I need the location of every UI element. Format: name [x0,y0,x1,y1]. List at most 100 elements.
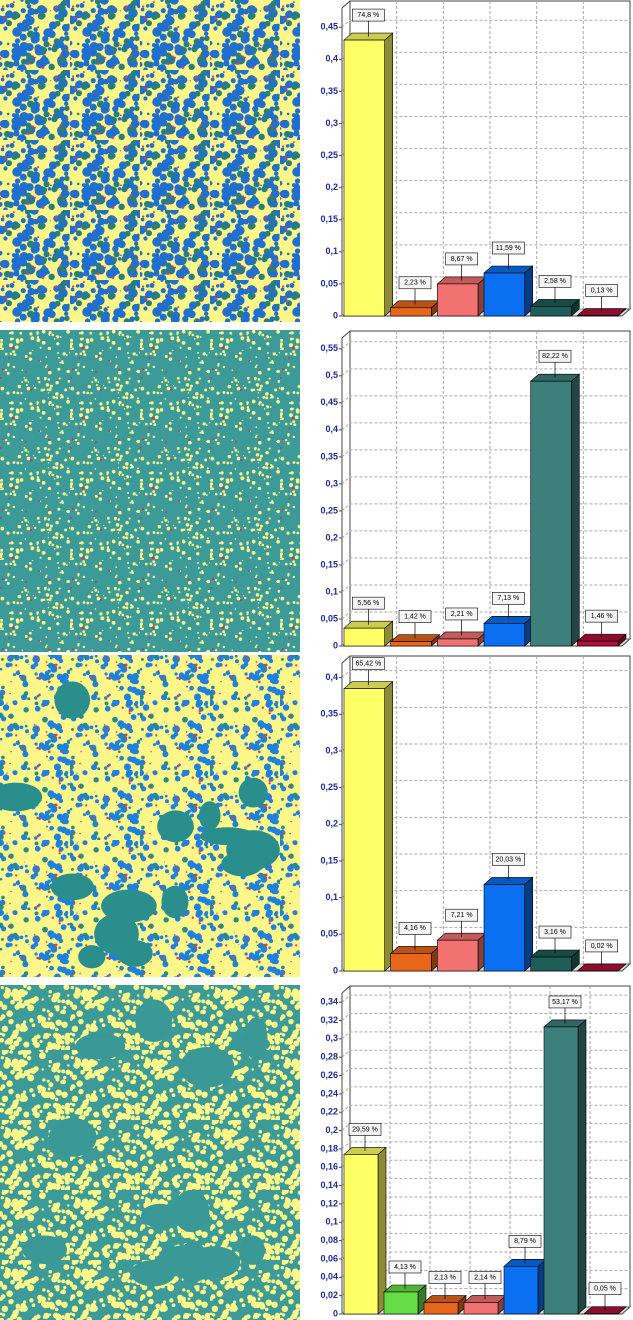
bar [343,1154,379,1315]
label-box [352,8,385,22]
label-box [492,853,525,866]
micrograph-blob [238,777,268,808]
bar-side [384,32,393,317]
micrograph-blob [0,782,43,812]
value-label: 8,79 % [514,1238,536,1245]
y-tick-label: 0,05 [320,929,338,939]
grid-line [341,994,630,1003]
value-label: 0,02 % [591,943,613,950]
bar [390,953,432,972]
y-tick-label: 0,1 [325,892,338,902]
y-tick-label: 0,4 [325,672,338,682]
label-box [538,275,572,288]
label-box [468,1271,502,1284]
label-box [398,610,432,623]
y-tick-label: 0,35 [320,709,338,719]
label-box [492,592,525,605]
y-tick-label: 0,1 [325,246,338,256]
micrograph-blob [140,1203,180,1228]
grid-line [341,1049,630,1058]
y-tick-label: 0,18 [320,1143,338,1153]
value-label: 0,13 % [591,287,613,294]
y-tick-label: 0 [333,1308,338,1318]
micrograph-blob [200,827,256,846]
bar [543,1026,579,1315]
value-label: 11,59 % [496,245,521,252]
label-box [492,241,525,255]
micrograph-blob [135,999,173,1043]
y-tick-label: 0,14 [320,1180,338,1190]
bar [463,1302,499,1315]
bar [530,306,572,317]
micrograph-blob [161,885,189,919]
y-tick-label: 0,45 [320,397,338,407]
value-label: 4,13 % [394,1264,416,1271]
y-tick-label: 0,02 [320,1290,338,1300]
bar-side [571,373,580,647]
bar [390,307,432,317]
micrograph-blob [244,1017,268,1061]
micrograph [0,330,300,652]
micrograph-blob [179,1046,235,1088]
micrograph-blob [176,1241,209,1283]
micrograph [0,655,300,977]
value-label: 2,14 % [474,1274,496,1281]
chart: 0 0,05 0,1 0,15 0,2 0,25 0,3 0,35 0,4 0,45 74,8 % 2… [300,0,633,322]
bar [437,283,479,317]
y-tick-label: 0 [333,640,338,650]
bar [383,1291,419,1315]
y-tick-label: 0,15 [320,855,338,865]
micrograph-blob [48,1117,97,1157]
y-axis-depth [341,330,351,339]
label-box [588,1282,622,1296]
y-tick-label: 0,25 [320,505,338,515]
value-label: 8,67 % [451,256,473,263]
value-label: 82,22 % [542,353,568,360]
y-tick-label: 0,5 [325,370,338,380]
value-label: 74,8 % [357,12,379,19]
label-box [585,284,618,297]
y-tick-label: 0,05 [320,278,338,288]
label-box [445,607,478,621]
y-tick-label: 0,2 [325,1125,338,1135]
grid-line [341,1086,630,1095]
bar-side [577,1019,587,1315]
label-box [388,1260,422,1274]
chart: 0 0,05 0,1 0,15 0,2 0,25 0,3 0,35 0,4 0,45 0,5 0,55… [300,330,633,652]
y-tick-label: 0,34 [320,997,338,1007]
grid-line [341,368,630,377]
label-box [445,252,478,266]
y-tick-label: 0,1 [325,1217,338,1227]
value-label: 20,03 % [495,856,521,863]
y-tick-label: 0,06 [320,1253,338,1263]
micrograph-blob [54,681,91,719]
y-tick-label: 0,24 [320,1088,338,1098]
micrograph-blob [130,1259,176,1287]
value-label: 0,05 % [594,1286,616,1293]
bar-side [384,681,393,972]
label-box [585,939,618,953]
y-axis-depth [341,655,351,664]
value-label: 7,13 % [497,595,519,602]
y-tick-label: 0,28 [320,1052,338,1062]
bar [483,272,525,317]
y-tick-label: 0,05 [320,613,338,623]
value-label: 2,21 % [451,611,473,618]
y-tick-label: 0,12 [320,1198,338,1208]
value-label: 1,46 % [591,613,613,620]
label-box [548,995,582,1009]
micrograph-blob [94,913,139,955]
label-box [428,1271,462,1284]
micrograph-blob [22,1235,68,1264]
bar [343,39,385,317]
value-label: 65,42 % [355,661,381,668]
y-tick-label: 0,32 [320,1015,338,1025]
value-label: 3,16 % [544,929,566,936]
value-label: 2,23 % [404,280,426,287]
label-box [348,1123,382,1136]
y-tick-label: 0,45 [320,22,338,32]
bar [530,956,572,972]
label-box [398,922,432,935]
label-box [352,596,385,610]
